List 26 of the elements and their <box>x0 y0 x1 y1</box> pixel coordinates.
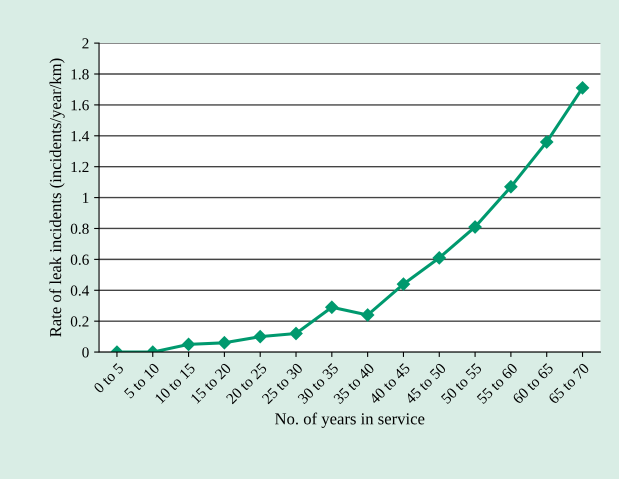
y-tick-label: 1.6 <box>72 100 89 110</box>
y-axis-title: Rate of leak incidents (incidents/year/km) <box>49 58 65 337</box>
point <box>576 81 590 94</box>
point <box>396 278 410 291</box>
point <box>361 308 374 322</box>
point <box>504 180 518 194</box>
x-tick-label: 0 to 5 <box>93 362 124 394</box>
point <box>289 326 303 340</box>
point <box>254 330 267 344</box>
point <box>218 336 231 350</box>
point <box>468 220 482 234</box>
y-tick-label: 0.6 <box>70 254 89 265</box>
point <box>540 135 554 149</box>
y-tick-label: 2 <box>82 38 88 48</box>
y-tick-label: 1.4 <box>72 131 90 142</box>
point <box>325 300 338 314</box>
point <box>182 338 196 351</box>
y-tick-label: 0.8 <box>70 224 89 234</box>
x-axis-title: No. of years in service <box>275 412 424 428</box>
y-tick-label: 1.8 <box>72 69 89 80</box>
y-tick-label: 1 <box>83 192 88 203</box>
point <box>432 251 446 264</box>
y-tick-label: 0 <box>82 347 89 358</box>
y-tick-label: 1.2 <box>72 162 88 172</box>
y-tick-label: 0.2 <box>70 316 88 327</box>
y-tick-label: 0.4 <box>70 285 90 296</box>
